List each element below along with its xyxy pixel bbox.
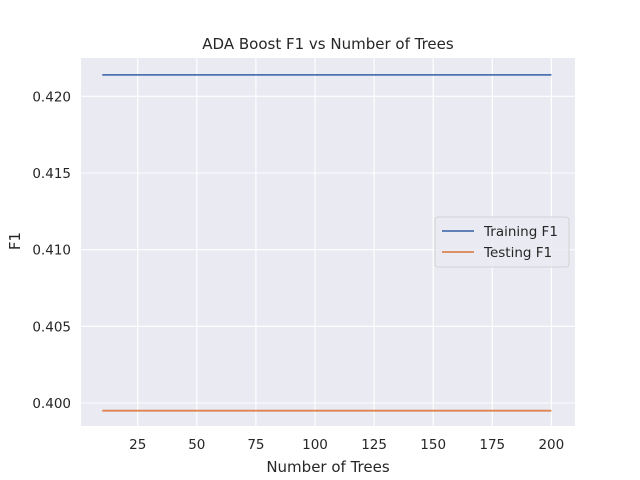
x-tick-label: 150: [420, 437, 446, 453]
legend-label-testing: Testing F1: [483, 245, 552, 261]
y-tick-label: 0.400: [32, 396, 71, 412]
series-lines: [102, 73, 552, 412]
x-axis-ticks: 25 50 75 100 125 150 175 200: [129, 437, 564, 453]
x-tick-label: 75: [247, 437, 264, 453]
x-tick-label: 50: [188, 437, 205, 453]
y-tick-label: 0.405: [32, 319, 71, 335]
y-tick-label: 0.420: [32, 89, 71, 105]
x-tick-label: 175: [479, 437, 505, 453]
legend-box: [434, 216, 570, 268]
x-tick-label: 100: [302, 437, 328, 453]
y-tick-label: 0.410: [32, 243, 71, 259]
x-tick-label: 25: [129, 437, 146, 453]
legend: Training F1 Testing F1: [434, 216, 570, 268]
x-axis-label: Number of Trees: [266, 458, 390, 476]
x-tick-label: 125: [361, 437, 387, 453]
y-tick-label: 0.415: [32, 166, 71, 182]
chart-title: ADA Boost F1 vs Number of Trees: [202, 35, 454, 53]
y-axis-ticks: 0.400 0.405 0.410 0.415 0.420: [32, 89, 71, 412]
y-axis-label: F1: [6, 232, 24, 250]
legend-label-training: Training F1: [483, 224, 558, 240]
x-tick-label: 200: [538, 437, 564, 453]
